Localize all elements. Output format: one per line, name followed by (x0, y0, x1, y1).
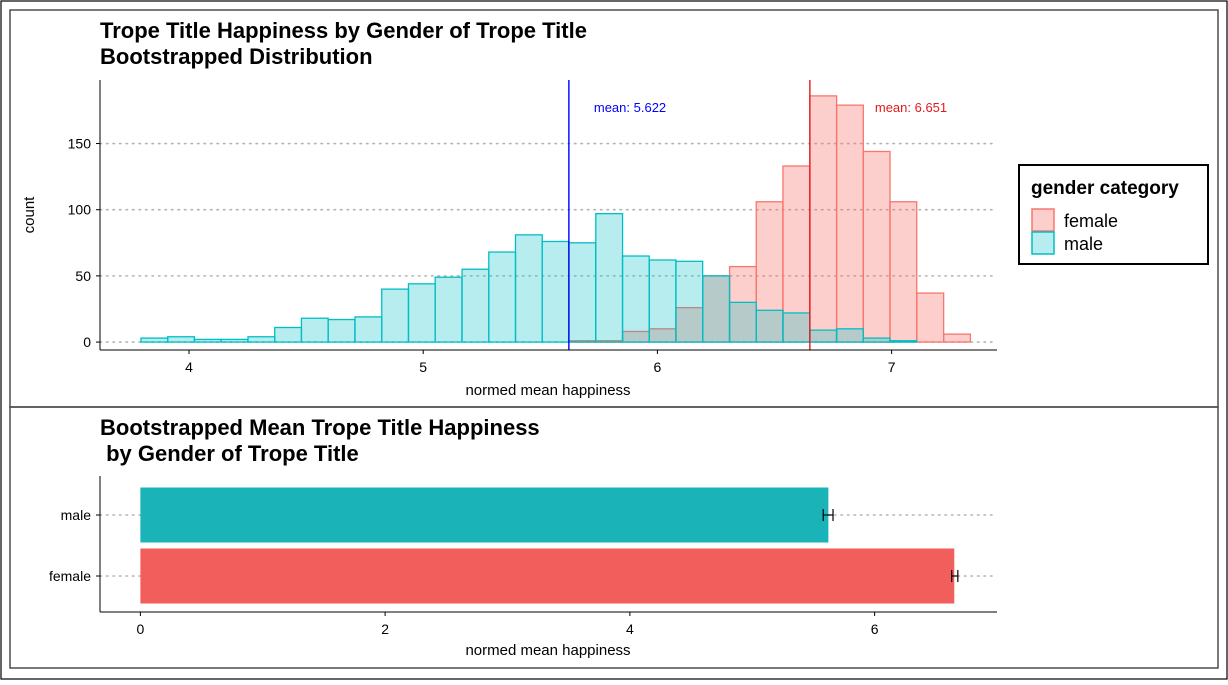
hist-bar-male (595, 213, 624, 343)
hist-y-tick-label: 0 (83, 334, 91, 350)
hist-y-tick-label: 50 (75, 268, 91, 284)
hist-bar-male (247, 336, 276, 343)
mean-bar-male (140, 487, 829, 543)
hist-bar-male (648, 259, 677, 343)
hist-bar-male (621, 255, 650, 343)
means-subtitle: by Gender of Trope Title (100, 441, 359, 466)
hist-bar-male (488, 251, 517, 343)
hist-bar-male (381, 288, 410, 343)
hist-x-tick-label: 5 (419, 359, 427, 375)
hist-bar-female (916, 292, 945, 343)
hist-x-ticks: 4 5 6 7 (185, 350, 896, 375)
hist-bar-male (220, 338, 249, 343)
hist-bar-female (862, 150, 891, 343)
hist-bar-male (300, 317, 329, 343)
hist-bar-male (193, 338, 222, 343)
means-x-tick-label: 2 (381, 621, 389, 637)
hist-bar-male (407, 283, 436, 343)
hist-subtitle: Bootstrapped Distribution (100, 44, 373, 69)
legend: gender category female male (1018, 164, 1209, 265)
hist-bar-male (354, 316, 383, 343)
mean-label-male: mean: 5.622 (594, 100, 666, 115)
hist-bar-male (782, 312, 811, 343)
means-x-tick-label: 4 (626, 621, 634, 637)
means-y-tick-label: female (49, 568, 91, 584)
legend-label-female: female (1064, 211, 1118, 231)
bottom-panel-border (9, 406, 1219, 669)
legend-title: gender category (1031, 178, 1179, 199)
hist-bar-male (327, 318, 356, 343)
hist-bars-female (568, 95, 972, 343)
legend-box (1018, 164, 1209, 265)
hist-bar-male (140, 337, 169, 343)
hist-bar-male (728, 301, 757, 343)
hist-bar-female (728, 265, 757, 343)
hist-y-label: count (21, 196, 38, 234)
hist-bar-male (434, 276, 463, 343)
means-x-label: normed mean happiness (465, 642, 630, 659)
hist-y-tick-label: 100 (68, 202, 92, 218)
hist-bar-female (809, 95, 838, 343)
legend-label-male: male (1064, 234, 1103, 254)
means-y-tick-label: male (61, 507, 92, 523)
hist-bar-male (514, 234, 543, 343)
hist-x-tick-label: 6 (654, 359, 662, 375)
means-x-tick-label: 6 (871, 621, 879, 637)
means-x-ticks: 0 2 4 6 (136, 612, 879, 637)
hist-bar-male (675, 260, 704, 343)
hist-bar-male (835, 328, 864, 343)
means-bars (140, 487, 955, 604)
legend-swatch-male (1031, 231, 1055, 255)
mean-bar-female (140, 548, 955, 604)
hist-mean-lines: mean: 5.622 mean: 6.651 (568, 80, 947, 350)
hist-bar-female (889, 201, 918, 343)
hist-x-label: normed mean happiness (465, 382, 630, 399)
hist-bar-male (809, 329, 838, 343)
legend-swatch-female (1031, 208, 1055, 232)
hist-y-tick-label: 150 (68, 136, 92, 152)
hist-bar-male (889, 340, 918, 343)
hist-x-tick-label: 7 (888, 359, 896, 375)
hist-x-tick-label: 4 (185, 359, 193, 375)
hist-y-ticks: 0 50 100 150 (68, 136, 100, 350)
hist-bar-male (541, 240, 570, 343)
hist-bar-male (862, 337, 891, 343)
hist-bar-male (568, 242, 597, 343)
hist-bar-male (461, 268, 490, 343)
hist-bar-female (835, 104, 864, 343)
means-error-bars (822, 509, 959, 582)
hist-bar-female (942, 333, 972, 343)
hist-title: Trope Title Happiness by Gender of Trope… (100, 18, 587, 43)
hist-bar-male (167, 336, 196, 343)
means-y-ticks: male female (49, 507, 100, 584)
means-title: Bootstrapped Mean Trope Title Happiness (100, 415, 540, 440)
hist-bar-female (755, 201, 784, 343)
mean-label-female: mean: 6.651 (875, 100, 947, 115)
hist-bar-male (702, 275, 731, 343)
hist-bar-male (274, 326, 303, 343)
means-x-tick-label: 0 (136, 621, 144, 637)
hist-bar-male (755, 309, 784, 343)
